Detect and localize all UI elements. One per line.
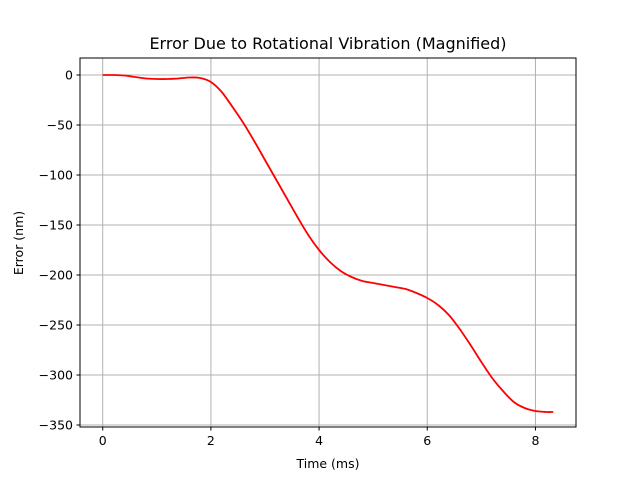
plot-frame bbox=[79, 57, 577, 428]
error-series-line bbox=[102, 74, 554, 413]
series-layer bbox=[102, 74, 554, 413]
x-tick-label: 8 bbox=[531, 433, 539, 448]
y-tick-label: −250 bbox=[39, 318, 73, 333]
chart-title: Error Due to Rotational Vibration (Magni… bbox=[149, 34, 506, 53]
y-tick-label: −300 bbox=[39, 368, 73, 383]
y-axis: 0 −50 −100 −150 −200 −250 −300 −350 bbox=[39, 68, 80, 433]
grid bbox=[80, 58, 576, 427]
x-axis: 0 2 4 6 8 bbox=[99, 427, 539, 448]
x-tick-label: 4 bbox=[315, 433, 323, 448]
y-tick-label: −350 bbox=[39, 418, 73, 433]
x-tick-label: 2 bbox=[207, 433, 215, 448]
y-tick-label: 0 bbox=[65, 68, 73, 83]
y-tick-label: −200 bbox=[39, 268, 73, 283]
x-axis-label: Time (ms) bbox=[295, 456, 359, 471]
y-tick-label: −150 bbox=[39, 218, 73, 233]
y-tick-label: −100 bbox=[39, 168, 73, 183]
y-tick-label: −50 bbox=[47, 118, 73, 133]
y-axis-label: Error (nm) bbox=[11, 211, 26, 275]
x-tick-label: 6 bbox=[423, 433, 431, 448]
x-tick-label: 0 bbox=[99, 433, 107, 448]
